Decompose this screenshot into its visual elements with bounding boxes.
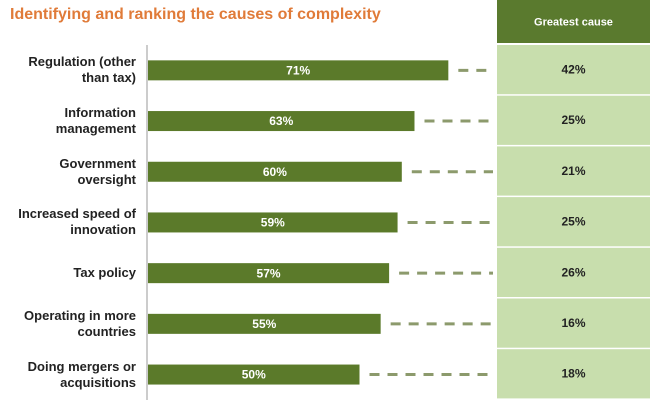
bar-value-label: 63%	[269, 114, 293, 128]
table-cell-label: 26%	[561, 265, 585, 279]
bar-value-label: 50%	[242, 368, 266, 382]
table-cell	[497, 197, 650, 247]
table-cell-label: 18%	[561, 367, 585, 381]
category-label: Regulation (other than tax)	[28, 54, 136, 86]
table-cell-label: 42%	[561, 63, 585, 77]
table-cell	[497, 349, 650, 399]
table-cell	[497, 45, 650, 95]
bar	[148, 111, 415, 132]
bar	[148, 60, 449, 81]
table-cell-label: 25%	[561, 113, 585, 127]
bar	[148, 313, 381, 334]
table-cell-label: 25%	[561, 215, 585, 229]
bar	[148, 161, 402, 182]
table-header-label: Greatest cause	[534, 16, 613, 28]
table-cell	[497, 247, 650, 297]
category-label: Doing mergers or acquisitions	[27, 358, 136, 390]
table-cell	[497, 95, 650, 145]
chart-title: Identifying and ranking the causes of co…	[10, 6, 381, 23]
bar-value-label: 55%	[252, 317, 276, 331]
table-header	[497, 0, 650, 43]
category-label: Tax policy	[73, 265, 136, 281]
bar-value-label: 60%	[263, 165, 287, 179]
category-label: Government oversight	[59, 155, 136, 187]
bar-value-label: 57%	[257, 266, 281, 280]
category-label: Operating in more countries	[24, 307, 136, 339]
table-cell	[497, 146, 650, 196]
table-cell-label: 21%	[561, 164, 585, 178]
bar-value-label: 71%	[286, 64, 310, 78]
bar-value-label: 59%	[261, 216, 285, 230]
category-label: Information management	[55, 105, 136, 137]
bar	[148, 212, 398, 233]
bar	[148, 263, 390, 284]
bar	[148, 364, 360, 385]
category-label: Increased speed of innovation	[18, 206, 136, 238]
table-cell	[497, 298, 650, 348]
table-cell-label: 16%	[561, 316, 585, 330]
